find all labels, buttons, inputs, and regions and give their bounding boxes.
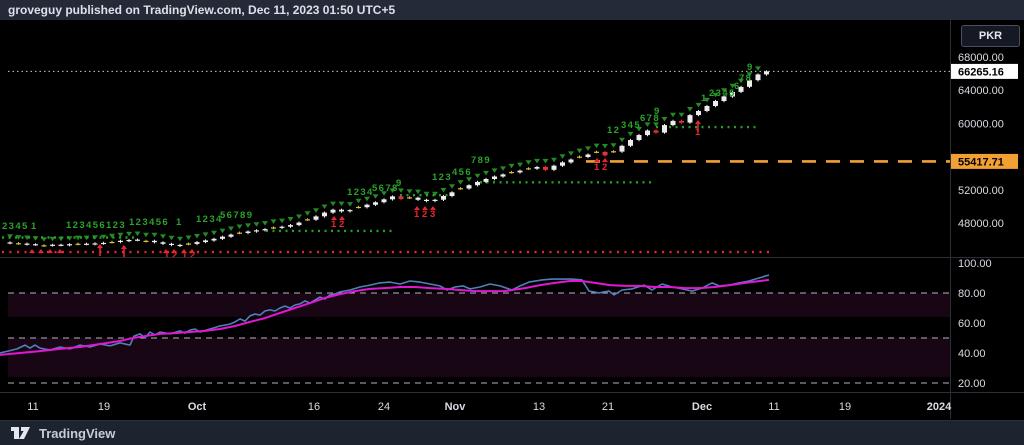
svg-text:2345: 2345 — [2, 221, 29, 232]
svg-text:123456: 123456 — [129, 217, 169, 228]
svg-text:9: 9 — [396, 178, 403, 189]
svg-text:9: 9 — [747, 62, 754, 73]
svg-text:2: 2 — [172, 250, 177, 261]
svg-text:55417.71: 55417.71 — [958, 156, 1004, 168]
svg-text:80.00: 80.00 — [958, 288, 986, 300]
svg-text:1: 1 — [31, 221, 38, 232]
svg-text:1: 1 — [164, 250, 170, 261]
svg-text:16: 16 — [308, 401, 320, 413]
svg-text:5678: 5678 — [372, 183, 399, 194]
svg-text:1: 1 — [182, 250, 188, 261]
svg-text:2: 2 — [422, 209, 427, 220]
svg-text:1: 1 — [176, 217, 183, 228]
svg-text:1: 1 — [594, 162, 600, 173]
svg-text:1: 1 — [701, 93, 708, 104]
pane-dividers — [0, 20, 1024, 419]
svg-text:9: 9 — [654, 106, 661, 117]
svg-text:789: 789 — [471, 155, 491, 166]
svg-text:60.00: 60.00 — [958, 318, 986, 330]
svg-text:11: 11 — [27, 401, 38, 413]
svg-text:123: 123 — [106, 220, 126, 231]
svg-text:40.00: 40.00 — [958, 348, 986, 360]
rsi-bands — [8, 293, 950, 377]
svg-text:Dec: Dec — [692, 401, 712, 413]
svg-text:66265.16: 66265.16 — [958, 66, 1004, 78]
publish-header: groveguy published on TradingView.com, D… — [0, 0, 1024, 20]
svg-text:1234: 1234 — [347, 187, 374, 198]
td-setup-numbers: 2345 1 123456 123 123456 1 1234567891234567891… — [2, 62, 754, 232]
svg-text:1: 1 — [331, 219, 337, 230]
price-pane[interactable]: 2345 1 123456 123 123456 1 1234567891234567891… — [2, 62, 950, 261]
svg-text:19: 19 — [839, 401, 851, 413]
svg-text:20.00: 20.00 — [958, 378, 986, 390]
svg-text:52000.00: 52000.00 — [958, 185, 1004, 197]
svg-text:11: 11 — [768, 401, 779, 413]
svg-text:2: 2 — [339, 219, 344, 230]
svg-text:13: 13 — [533, 401, 545, 413]
svg-text:19: 19 — [98, 401, 110, 413]
candlestick-series — [7, 70, 769, 247]
chart-background — [0, 20, 1024, 420]
svg-text:678: 678 — [640, 113, 660, 124]
svg-text:456: 456 — [452, 167, 472, 178]
svg-text:Oct: Oct — [188, 401, 207, 413]
svg-text:21: 21 — [602, 401, 614, 413]
svg-text:48000.00: 48000.00 — [958, 218, 1004, 230]
svg-text:2345: 2345 — [709, 88, 736, 99]
svg-text:68000.00: 68000.00 — [958, 52, 1004, 64]
time-axis[interactable]: 11 19 Oct 16 24 Nov 13 21 Dec 11 19 2024 — [27, 401, 952, 413]
svg-text:64000.00: 64000.00 — [958, 85, 1004, 97]
rsi-line-magenta — [0, 278, 770, 356]
price-axis[interactable]: 68000.00 64000.00 60000.00 52000.00 48000.00… — [951, 52, 1018, 390]
rsi-line-blue — [0, 274, 770, 354]
svg-text:2: 2 — [190, 250, 195, 261]
svg-text:24: 24 — [378, 401, 390, 413]
td-setup-triangles — [7, 66, 761, 242]
svg-text:1234: 1234 — [196, 214, 223, 225]
svg-text:3: 3 — [430, 209, 435, 220]
svg-text:2: 2 — [602, 162, 607, 173]
svg-text:123: 123 — [432, 172, 452, 183]
svg-text:56789: 56789 — [220, 210, 253, 221]
svg-text:1: 1 — [695, 127, 701, 138]
svg-text:12: 12 — [607, 125, 620, 136]
tradingview-brand-text[interactable]: TradingView — [39, 425, 116, 441]
svg-text:345: 345 — [621, 120, 641, 131]
svg-text:100.00: 100.00 — [958, 258, 992, 270]
td-countdown-marks: 1 2 1 21 21 2 31 21 — [29, 120, 701, 261]
svg-text:Nov: Nov — [445, 401, 467, 413]
svg-text:123456: 123456 — [66, 220, 106, 231]
currency-toggle-button[interactable]: PKR — [961, 25, 1020, 47]
svg-text:2024: 2024 — [927, 401, 952, 413]
rsi-pane[interactable] — [0, 274, 770, 356]
rsi-hlines — [8, 292, 950, 384]
svg-text:6: 6 — [734, 81, 741, 92]
publish-header-text: groveguy published on TradingView.com, D… — [8, 3, 396, 17]
svg-text:1: 1 — [414, 209, 420, 220]
svg-text:60000.00: 60000.00 — [958, 118, 1004, 130]
svg-text:78: 78 — [739, 73, 752, 84]
footer-bar: TradingView — [0, 420, 1024, 445]
tradingview-logo-icon[interactable] — [10, 426, 32, 441]
